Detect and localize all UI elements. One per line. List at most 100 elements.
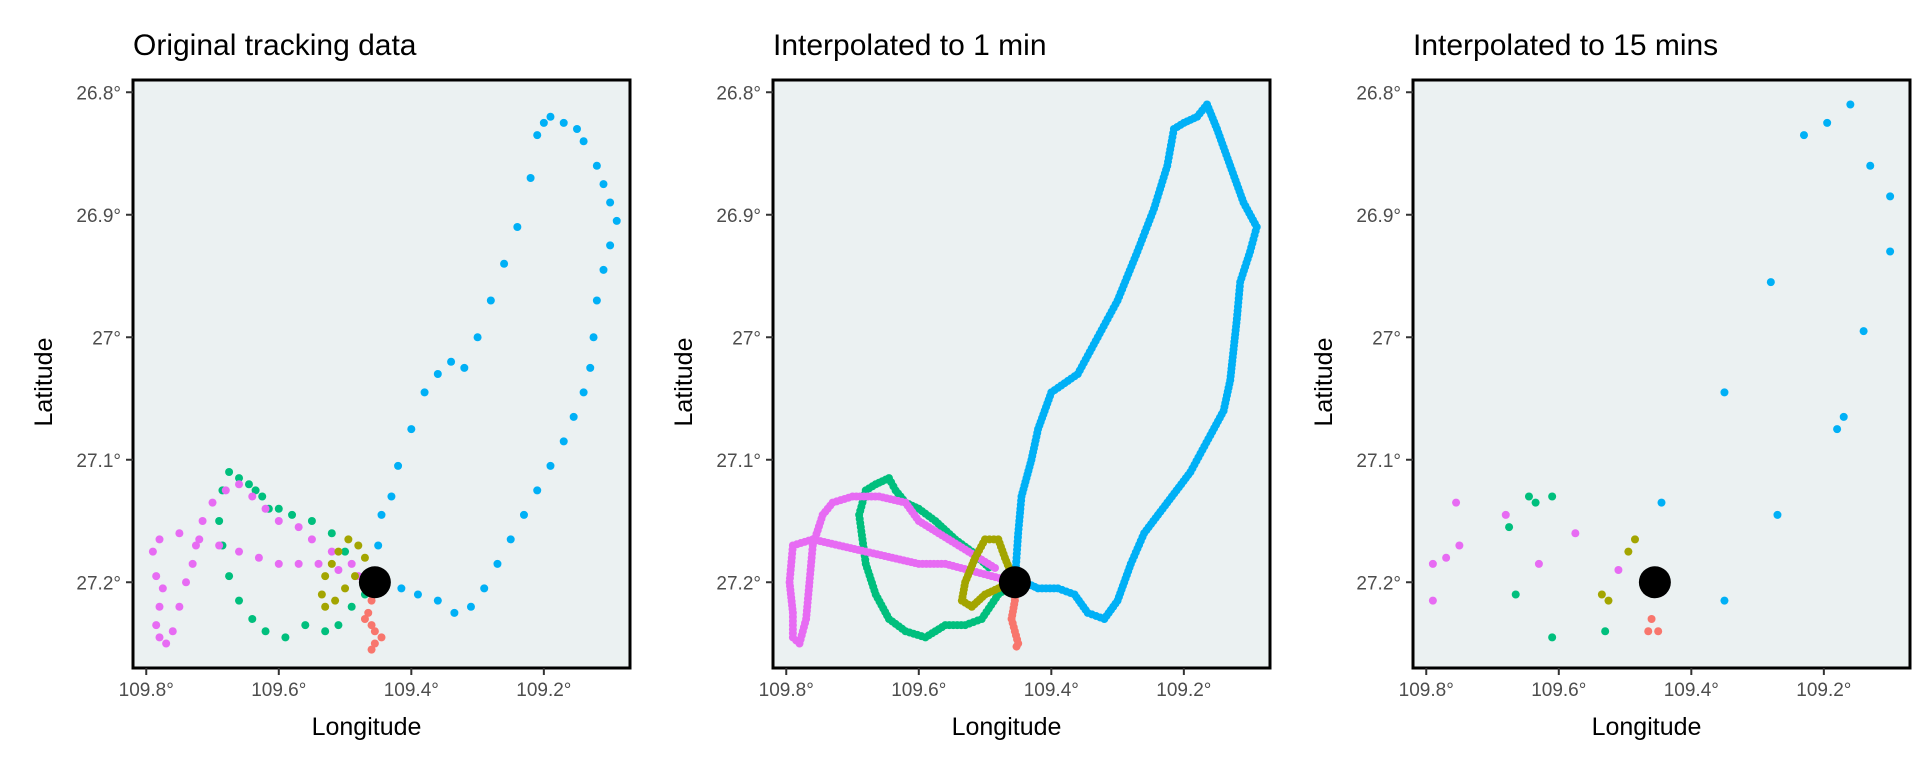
data-point xyxy=(1614,566,1623,574)
data-point xyxy=(225,572,234,581)
data-point xyxy=(331,596,340,605)
data-point xyxy=(1534,559,1543,568)
data-point xyxy=(301,621,310,630)
data-point xyxy=(370,627,379,636)
data-point xyxy=(274,559,283,568)
data-point xyxy=(533,131,542,140)
data-point xyxy=(360,553,369,562)
data-point xyxy=(1630,535,1639,544)
x-tick-label: 109.6° xyxy=(891,680,946,701)
x-tick-label: 109.4° xyxy=(1664,680,1719,701)
data-point xyxy=(506,535,515,544)
data-point xyxy=(162,639,171,648)
data-point xyxy=(387,492,396,501)
x-tick-label: 109.6° xyxy=(251,680,306,701)
data-point xyxy=(1501,510,1510,519)
data-point xyxy=(413,590,422,599)
y-tick-label: 27.2° xyxy=(716,573,761,594)
data-point xyxy=(460,363,469,372)
data-point xyxy=(569,412,578,421)
data-point xyxy=(155,535,164,544)
y-tick-label: 26.9° xyxy=(1356,206,1401,227)
data-point xyxy=(466,602,475,611)
y-axis-label: Latitude xyxy=(670,338,698,427)
data-point xyxy=(314,559,323,568)
x-axis-label: Longitude xyxy=(1592,713,1702,741)
data-point xyxy=(1505,523,1514,532)
data-point xyxy=(294,559,303,568)
y-tick-label: 27.2° xyxy=(1356,573,1401,594)
data-point xyxy=(235,547,244,556)
series-1 xyxy=(1505,492,1610,642)
data-point xyxy=(288,510,297,519)
data-point xyxy=(519,510,528,519)
data-point xyxy=(1886,247,1895,256)
data-point xyxy=(248,492,257,501)
data-point xyxy=(374,541,383,550)
plot-frame xyxy=(1411,78,1912,670)
x-tick-label: 109.8° xyxy=(119,680,174,701)
data-point xyxy=(546,112,555,121)
data-point xyxy=(327,529,336,538)
data-point xyxy=(235,474,244,483)
data-point xyxy=(367,645,376,654)
data-point xyxy=(1799,131,1808,140)
data-point xyxy=(397,584,406,593)
data-point xyxy=(1766,278,1775,287)
data-point xyxy=(586,363,595,372)
data-point xyxy=(447,357,456,366)
data-point xyxy=(407,425,416,434)
data-point xyxy=(191,541,200,550)
data-point xyxy=(334,566,343,574)
data-point xyxy=(579,137,588,146)
series-4 xyxy=(1644,615,1663,636)
data-point xyxy=(344,535,353,544)
data-point xyxy=(1531,498,1540,507)
chart-title: Interpolated to 1 min xyxy=(773,29,1047,62)
x-tick-label: 109.2° xyxy=(516,680,571,701)
data-point xyxy=(341,584,350,593)
data-point xyxy=(244,480,253,489)
data-point xyxy=(1644,627,1653,636)
y-tick-label: 26.9° xyxy=(716,206,761,227)
data-point xyxy=(612,216,621,225)
data-point xyxy=(592,161,601,170)
data-point xyxy=(546,461,555,470)
data-point xyxy=(148,547,157,556)
x-axis-label: Longitude xyxy=(952,713,1062,741)
data-point xyxy=(158,584,167,593)
y-tick-label: 26.8° xyxy=(76,83,121,104)
series-0 xyxy=(1657,100,1895,605)
data-point xyxy=(599,180,608,189)
data-point xyxy=(360,615,369,623)
data-point xyxy=(1773,510,1782,519)
y-tick-label: 27° xyxy=(1372,328,1401,349)
data-point xyxy=(307,517,316,525)
x-tick-label: 109.8° xyxy=(759,680,814,701)
data-point xyxy=(1886,192,1895,201)
data-point xyxy=(1455,541,1464,550)
data-point xyxy=(155,602,164,611)
data-point xyxy=(559,118,568,127)
data-point xyxy=(261,627,270,636)
data-point xyxy=(182,578,191,587)
x-tick-label: 109.6° xyxy=(1531,680,1586,701)
data-point xyxy=(513,223,522,231)
data-point xyxy=(1548,492,1557,501)
data-point xyxy=(480,584,489,593)
y-axis-label: Latitude xyxy=(30,338,58,427)
data-point xyxy=(367,621,376,630)
data-point xyxy=(1524,492,1533,501)
chart-1min: Interpolated to 1 min 109.8° 109.6° 109.4° 1… xyxy=(670,29,1272,741)
data-point xyxy=(274,517,283,525)
chart-panel-1min: Interpolated to 1 min 109.8° 109.6° 109.4° 1… xyxy=(640,0,1280,768)
data-point xyxy=(433,596,442,605)
data-point xyxy=(526,174,535,182)
data-point xyxy=(1442,553,1451,562)
data-point xyxy=(321,572,330,581)
data-point xyxy=(188,559,197,568)
data-point xyxy=(251,486,260,495)
data-point xyxy=(377,510,386,519)
x-tick-label: 109.2° xyxy=(1796,680,1851,701)
data-point xyxy=(1548,633,1557,642)
